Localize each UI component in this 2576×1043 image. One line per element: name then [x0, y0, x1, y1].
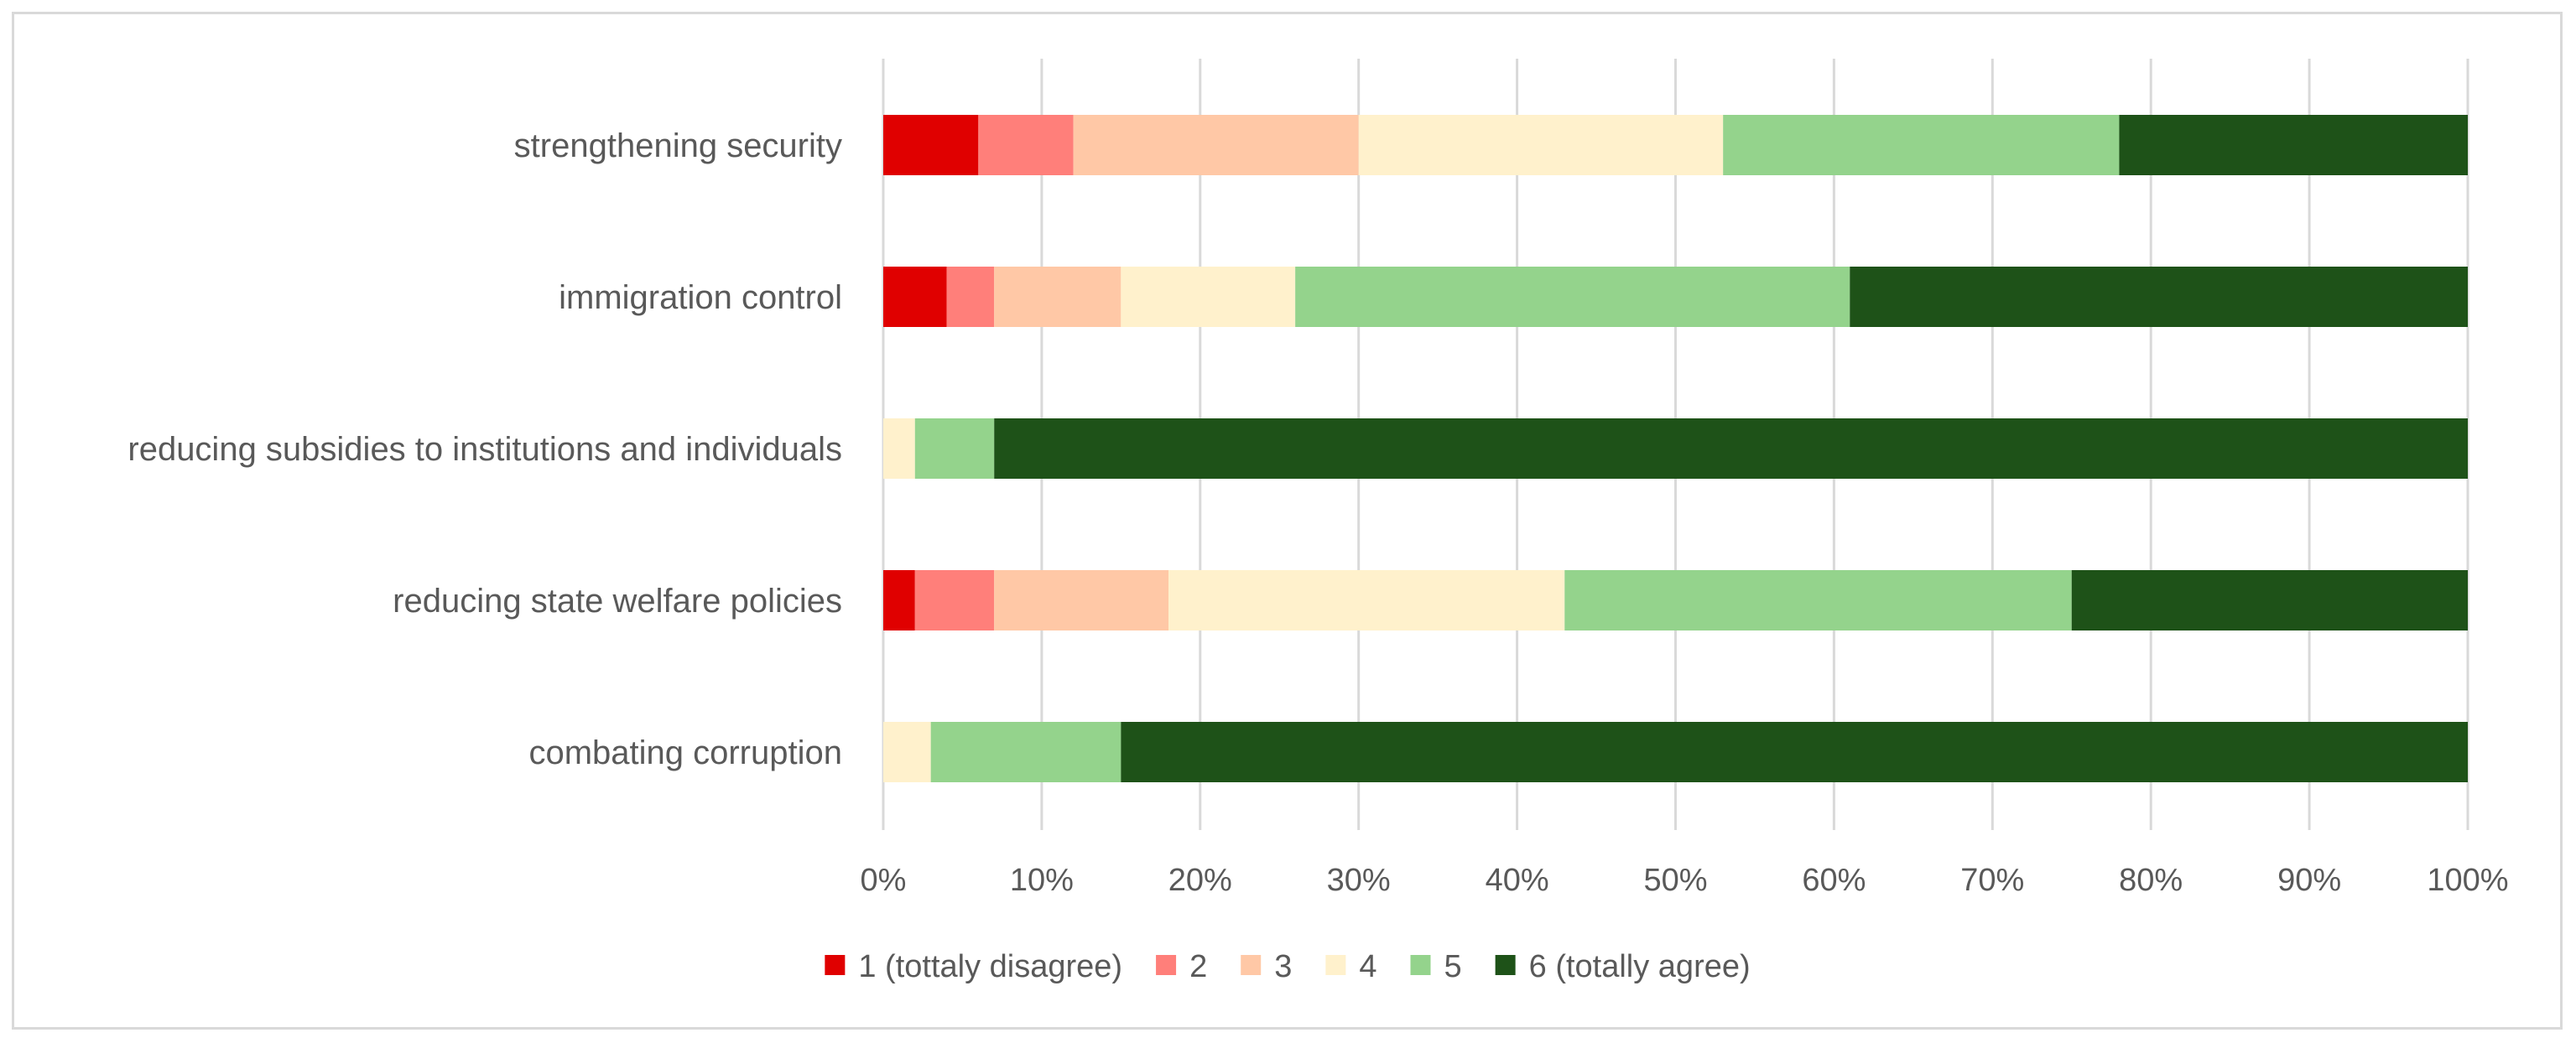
legend-swatch [1241, 955, 1262, 975]
legend-swatch [1495, 955, 1516, 975]
bar-segment [946, 267, 995, 327]
legend-item: 2 [1156, 949, 1207, 984]
bar-segment [883, 722, 931, 782]
legend-item: 5 [1410, 949, 1462, 984]
bar-segment [994, 267, 1121, 327]
x-tick-label: 70% [1960, 863, 2024, 898]
legend-label: 5 [1444, 949, 1461, 984]
legend-label: 4 [1359, 949, 1376, 984]
legend-swatch [825, 955, 846, 975]
legend-item: 3 [1241, 949, 1292, 984]
bar-segment [1850, 267, 2468, 327]
category-label: immigration control [559, 279, 842, 316]
bar-segment [994, 570, 1169, 630]
bar-segment [2119, 115, 2468, 175]
bar-segment [994, 418, 2468, 479]
bar-segment [1723, 115, 2120, 175]
x-tick-label: 90% [2277, 863, 2341, 898]
bar-segment [930, 722, 1121, 782]
category-label: strengthening security [514, 127, 842, 164]
x-tick-label: 100% [2427, 863, 2508, 898]
bar-segment [1168, 570, 1565, 630]
bar-segment [1295, 267, 1850, 327]
x-tick-label: 60% [1802, 863, 1866, 898]
bar-segment [1073, 115, 1359, 175]
legend-label: 1 (tottaly disagree) [858, 949, 1122, 984]
x-tick-label: 0% [861, 863, 907, 898]
bar-segment [1358, 115, 1724, 175]
x-tick-label: 10% [1010, 863, 1074, 898]
legend-swatch [1410, 955, 1431, 975]
x-tick-label: 30% [1327, 863, 1391, 898]
bar-segment [1564, 570, 2072, 630]
x-tick-label: 40% [1486, 863, 1549, 898]
category-labels: strengthening security immigration contro… [127, 127, 842, 771]
x-axis-tick-labels: 0% 10% 20% 30% 40% 50% 60% 70% 80% 90% 100% [861, 863, 2509, 898]
legend-swatch [1156, 955, 1177, 975]
bar-segment [978, 115, 1074, 175]
bar-segment [914, 570, 995, 630]
x-tick-label: 80% [2119, 863, 2183, 898]
bar-segment [883, 115, 979, 175]
legend-item: 6 (totally agree) [1495, 949, 1751, 984]
bar-segment [883, 418, 915, 479]
bar-segment [1121, 722, 2468, 782]
legend-label: 3 [1274, 949, 1292, 984]
legend: 1 (tottaly disagree) 2 3 4 5 6 (totally agree… [825, 949, 1751, 984]
x-tick-label: 50% [1643, 863, 1707, 898]
bars [883, 115, 2468, 782]
bar-segment [883, 267, 947, 327]
chart-frame [12, 12, 2563, 1030]
bar-segment [1121, 267, 1296, 327]
legend-label: 2 [1189, 949, 1207, 984]
legend-swatch [1325, 955, 1346, 975]
category-label: reducing subsidies to institutions and i… [127, 431, 842, 468]
category-label: combating corruption [528, 734, 842, 771]
legend-label: 6 (totally agree) [1529, 949, 1751, 984]
bar-segment [2071, 570, 2468, 630]
legend-item: 1 (tottaly disagree) [825, 949, 1122, 984]
legend-item: 4 [1325, 949, 1376, 984]
x-tick-label: 20% [1168, 863, 1232, 898]
bar-segment [914, 418, 995, 479]
bar-segment [883, 570, 915, 630]
category-label: reducing state welfare policies [393, 583, 842, 620]
